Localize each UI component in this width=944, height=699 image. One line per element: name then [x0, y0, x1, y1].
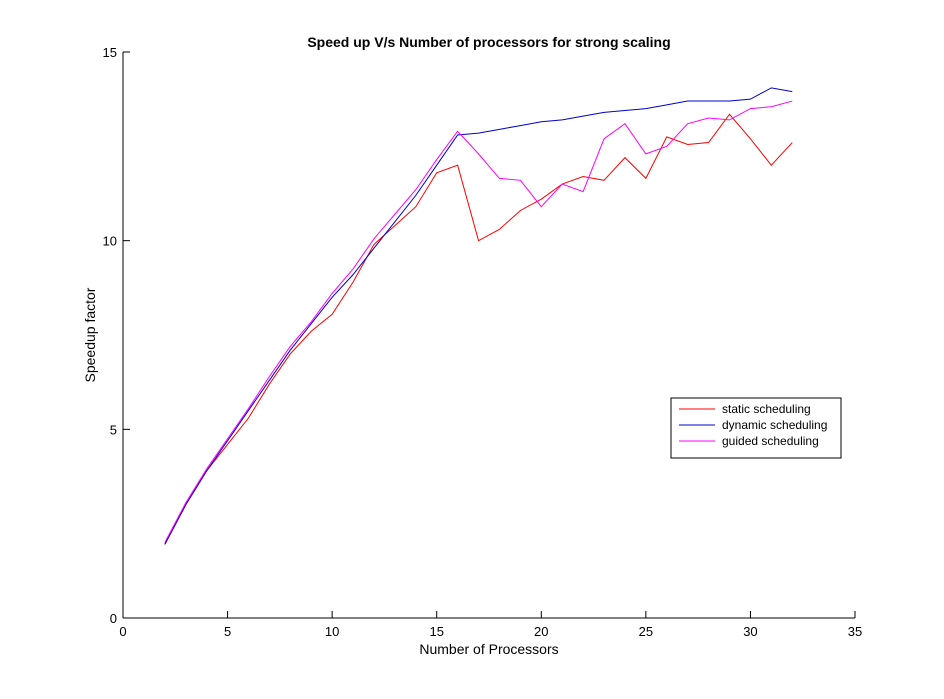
x-axis-label: Number of Processors — [419, 641, 558, 657]
x-tick-label: 30 — [743, 624, 757, 639]
x-tick-label: 10 — [325, 624, 339, 639]
legend-box — [670, 397, 842, 459]
x-tick-label: 20 — [534, 624, 548, 639]
y-axis-label: Speedup factor — [82, 287, 98, 382]
x-tick-label: 15 — [429, 624, 443, 639]
series-line-2 — [164, 87, 793, 545]
chart-title: Speed up V/s Number of processors for st… — [307, 34, 670, 50]
legend-label: dynamic scheduling — [722, 418, 827, 432]
plot-area: 0 5 10 15 20 25 30 35 0 5 10 15 — [103, 45, 863, 639]
x-tick-label: 5 — [224, 624, 231, 639]
y-tick-label: 10 — [103, 234, 117, 249]
y-tick-label: 0 — [110, 611, 117, 626]
x-tick-label: 35 — [848, 624, 862, 639]
legend: static scheduling dynamic scheduling guide… — [670, 397, 842, 459]
x-tick-label: 25 — [639, 624, 653, 639]
y-tick-label: 15 — [103, 45, 117, 60]
x-tick-label: 0 — [119, 624, 126, 639]
series-line-1 — [164, 113, 793, 545]
legend-label: guided scheduling — [722, 434, 819, 448]
legend-label: static scheduling — [722, 402, 811, 416]
y-tick-label: 5 — [110, 422, 117, 437]
series-line-3 — [164, 100, 793, 543]
